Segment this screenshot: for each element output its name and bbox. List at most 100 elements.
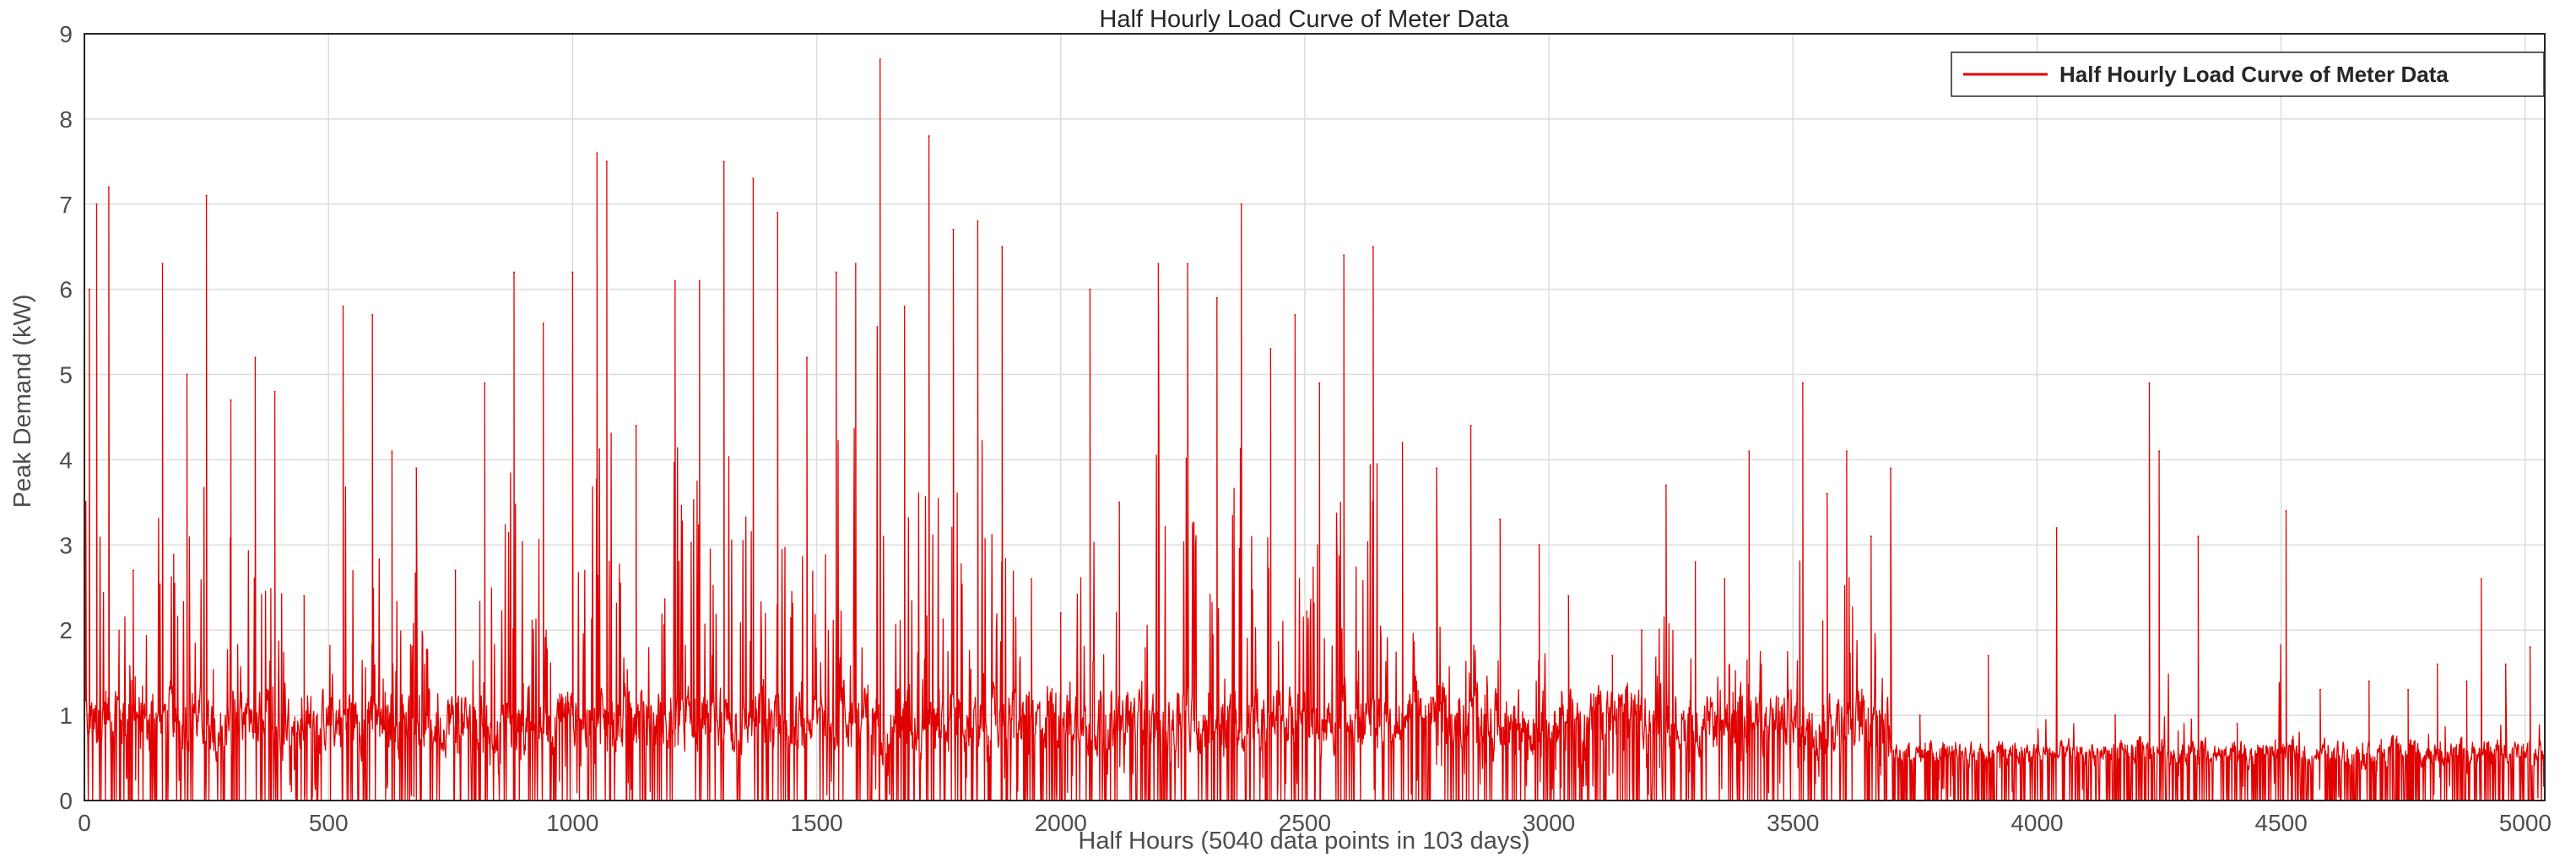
- y-tick-labels: 0 1 2 3 4 5 6 7 8 9: [59, 21, 73, 814]
- peak-point: [2480, 578, 2482, 580]
- legend: Half Hourly Load Curve of Meter Data: [1951, 52, 2545, 97]
- peak-point: [1372, 246, 1374, 248]
- y-tick-label: 6: [59, 277, 73, 303]
- peak-point: [454, 569, 457, 572]
- x-tick-label: 5000: [2499, 810, 2552, 836]
- peak-point: [1870, 535, 1872, 538]
- peak-point: [1748, 450, 1751, 453]
- y-tick-label: 7: [59, 192, 73, 218]
- x-axis-label: Half Hours (5040 data points in 103 days…: [1078, 828, 1529, 855]
- peak-point: [2529, 646, 2531, 649]
- peak-point: [1777, 697, 1779, 699]
- peak-point: [1118, 501, 1121, 503]
- peak-point: [854, 263, 857, 265]
- peak-point: [2158, 450, 2161, 453]
- peak-point: [1469, 425, 1472, 427]
- peak-point: [977, 220, 979, 222]
- peak-point: [805, 356, 808, 359]
- peak-point: [1215, 296, 1218, 299]
- peak-point: [1889, 467, 1891, 469]
- peak-point: [1240, 203, 1242, 205]
- x-tick-labels: 0 500 1000 1500 2000 2500 3000 3500 4000 4500 5000: [78, 810, 2552, 836]
- peak-point: [1499, 518, 1502, 521]
- peak-point: [1918, 714, 1921, 717]
- peak-point: [903, 305, 906, 307]
- y-tick-label: 3: [59, 532, 73, 558]
- peak-point: [542, 323, 544, 325]
- legend-box: [1951, 52, 2545, 97]
- peak-point: [1664, 484, 1667, 486]
- peak-point: [161, 263, 164, 265]
- peak-point: [1318, 382, 1321, 384]
- plot-frame: [84, 33, 2546, 801]
- peak-point: [596, 152, 598, 155]
- peak-point: [722, 160, 725, 163]
- peak-point: [835, 271, 837, 274]
- peak-point: [512, 271, 515, 274]
- peak-point: [371, 313, 374, 316]
- y-tick-label: 2: [59, 617, 73, 643]
- peak-point: [205, 194, 208, 197]
- peak-point: [273, 390, 276, 393]
- peak-point: [1436, 467, 1438, 469]
- peak-point: [928, 135, 930, 138]
- x-tick-label: 1500: [790, 810, 842, 836]
- y-tick-label: 4: [59, 447, 73, 473]
- peak-point: [1801, 382, 1804, 384]
- y-axis-label: Peak Demand (kW): [9, 294, 36, 507]
- peak-point: [1845, 450, 1848, 453]
- x-tick-label: 2500: [1279, 810, 1331, 836]
- y-tick-label: 9: [59, 21, 73, 47]
- x-tick-label: 3500: [1767, 810, 1819, 836]
- peak-point: [1059, 612, 1062, 615]
- peak-point: [186, 373, 188, 376]
- x-tick-label: 4500: [2255, 810, 2308, 836]
- peak-point: [132, 569, 134, 572]
- peak-point: [1031, 578, 1033, 580]
- peak-point: [415, 467, 418, 469]
- peak-point: [1611, 654, 1614, 657]
- peak-point: [635, 425, 637, 427]
- legend-entry: Half Hourly Load Curve of Meter Data: [2059, 62, 2449, 87]
- y-tick-label: 5: [59, 362, 73, 388]
- y-tick-label: 0: [59, 788, 73, 814]
- peak-point: [2114, 714, 2117, 717]
- peak-point: [1294, 313, 1296, 316]
- peak-point: [2285, 509, 2287, 512]
- peak-point: [254, 356, 257, 359]
- x-tick-label: 3000: [1523, 810, 1575, 836]
- peak-point: [95, 203, 98, 205]
- peak-point: [2368, 680, 2370, 682]
- chart-title: Half Hourly Load Curve of Meter Data: [1099, 6, 1509, 33]
- peak-point: [752, 177, 755, 180]
- y-tick-label: 8: [59, 106, 73, 133]
- series-line: [84, 58, 2546, 801]
- peak-point: [1724, 578, 1726, 580]
- peak-point: [484, 382, 486, 384]
- peak-point: [1694, 561, 1697, 563]
- peak-point: [230, 399, 232, 401]
- x-tick-label: 2000: [1035, 810, 1087, 836]
- peak-point: [1269, 348, 1272, 350]
- peak-point: [571, 271, 574, 274]
- peak-point: [342, 305, 344, 307]
- series-layer: [84, 58, 2546, 801]
- peak-point: [605, 160, 608, 163]
- peak-point: [698, 280, 701, 282]
- peak-point: [303, 594, 306, 597]
- peak-point: [2319, 688, 2321, 691]
- peak-point: [391, 450, 393, 453]
- peak-point: [952, 229, 955, 231]
- peak-point: [1567, 594, 1570, 597]
- peak-point: [1089, 288, 1091, 290]
- peak-point: [1157, 263, 1160, 265]
- peak-point: [107, 186, 110, 188]
- peak-point: [1538, 544, 1540, 546]
- peak-point: [2236, 723, 2238, 725]
- peak-point: [2197, 535, 2200, 538]
- x-tick-label: 1000: [546, 810, 598, 836]
- peak-point: [1343, 254, 1345, 257]
- peak-point: [2148, 382, 2151, 384]
- peak-point: [2436, 663, 2438, 665]
